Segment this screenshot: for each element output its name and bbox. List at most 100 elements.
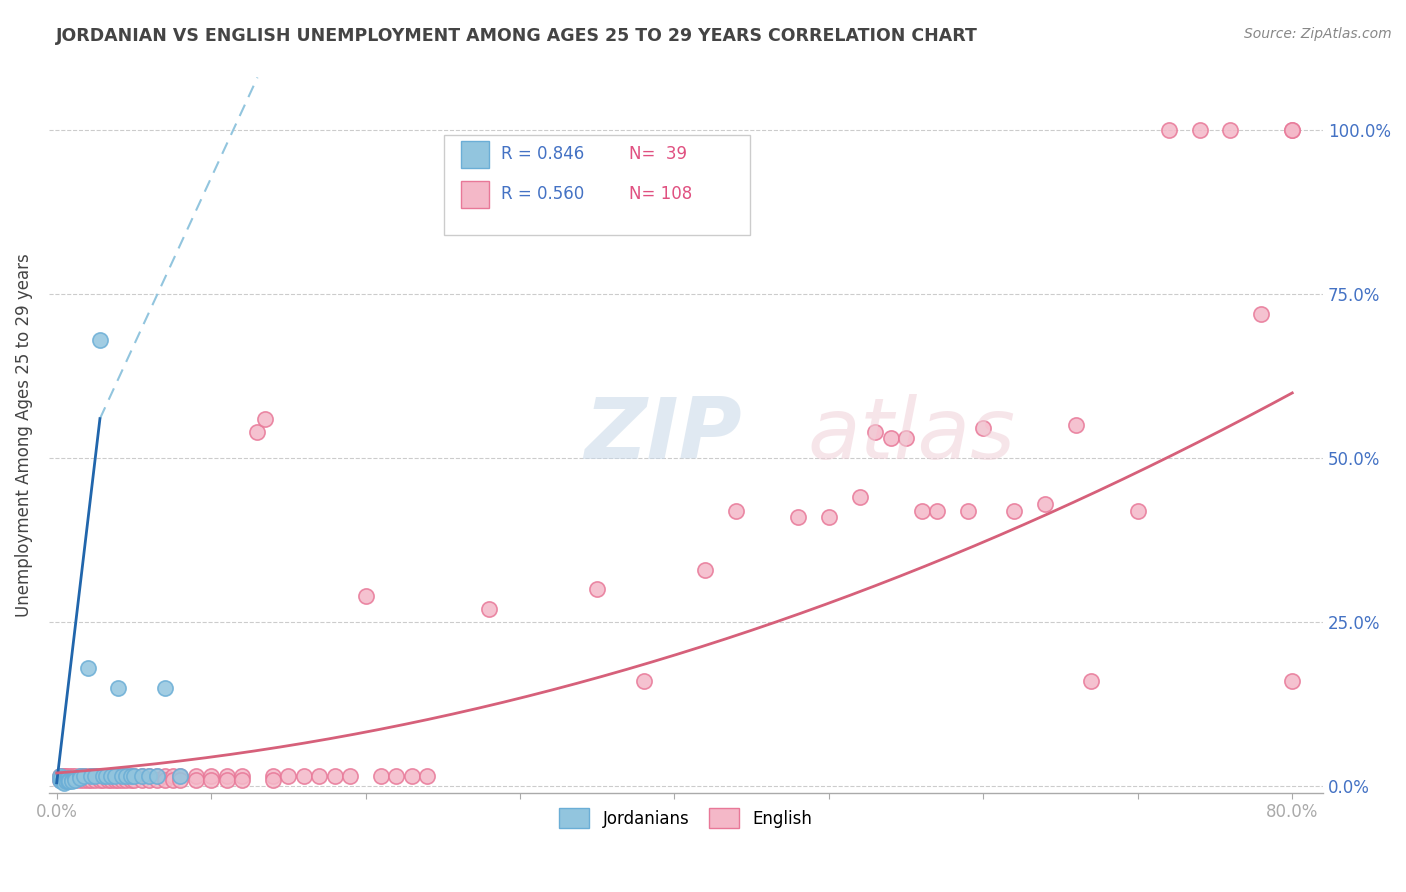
- Point: [586, 582, 609, 597]
- Point: [215, 772, 238, 787]
- Point: [1002, 503, 1025, 517]
- Point: [246, 425, 269, 439]
- Point: [879, 431, 901, 445]
- Point: [120, 772, 142, 787]
- Point: [100, 769, 122, 783]
- Point: [65, 772, 87, 787]
- Point: [52, 769, 75, 783]
- Point: [79, 772, 101, 787]
- Point: [478, 602, 501, 616]
- Point: [354, 589, 377, 603]
- Point: [146, 769, 169, 783]
- Point: [184, 769, 207, 783]
- Point: [97, 769, 120, 783]
- Point: [1281, 674, 1303, 689]
- Point: [1188, 123, 1211, 137]
- Point: [65, 769, 87, 783]
- Point: [89, 333, 111, 347]
- Point: [56, 771, 79, 785]
- Point: [100, 769, 122, 783]
- Point: [52, 772, 75, 787]
- Point: [231, 772, 253, 787]
- Point: [115, 772, 138, 787]
- Point: [849, 491, 872, 505]
- Point: [79, 769, 101, 783]
- Point: [55, 772, 77, 787]
- Text: ZIP: ZIP: [583, 393, 742, 476]
- Point: [1126, 503, 1149, 517]
- Point: [120, 769, 142, 783]
- Point: [339, 769, 361, 783]
- Point: [138, 772, 160, 787]
- Point: [84, 772, 107, 787]
- Point: [94, 769, 117, 783]
- Point: [115, 769, 138, 783]
- Point: [69, 772, 91, 787]
- Point: [104, 772, 127, 787]
- Point: [308, 769, 330, 783]
- Point: [1219, 123, 1241, 137]
- Point: [972, 421, 994, 435]
- Point: [69, 769, 91, 783]
- Point: [110, 772, 132, 787]
- Point: [79, 769, 101, 783]
- Point: [262, 772, 284, 787]
- Point: [162, 769, 184, 783]
- Point: [56, 773, 79, 788]
- Y-axis label: Unemployment Among Ages 25 to 29 years: Unemployment Among Ages 25 to 29 years: [15, 253, 32, 617]
- Point: [1157, 123, 1180, 137]
- Point: [169, 769, 191, 783]
- Point: [73, 769, 96, 783]
- Point: [69, 769, 91, 783]
- FancyBboxPatch shape: [444, 135, 749, 235]
- Point: [52, 772, 75, 787]
- Point: [925, 503, 948, 517]
- Point: [55, 769, 77, 783]
- Point: [58, 772, 80, 787]
- Text: JORDANIAN VS ENGLISH UNEMPLOYMENT AMONG AGES 25 TO 29 YEARS CORRELATION CHART: JORDANIAN VS ENGLISH UNEMPLOYMENT AMONG …: [56, 27, 979, 45]
- Point: [416, 769, 439, 783]
- Point: [122, 772, 145, 787]
- Point: [49, 772, 72, 787]
- Point: [73, 772, 96, 787]
- Legend: Jordanians, English: Jordanians, English: [553, 802, 820, 834]
- Point: [84, 769, 107, 783]
- Point: [84, 769, 107, 783]
- Point: [122, 769, 145, 783]
- Point: [49, 772, 72, 787]
- Point: [65, 772, 87, 787]
- Point: [73, 769, 96, 783]
- Point: [58, 772, 80, 787]
- Point: [58, 773, 80, 788]
- Point: [104, 769, 127, 783]
- Point: [153, 681, 176, 695]
- Point: [865, 425, 887, 439]
- Point: [138, 769, 160, 783]
- Point: [91, 769, 114, 783]
- Point: [1250, 307, 1272, 321]
- Point: [110, 769, 132, 783]
- Point: [215, 769, 238, 783]
- Point: [1080, 674, 1102, 689]
- Point: [65, 771, 87, 785]
- Text: R = 0.846: R = 0.846: [502, 145, 585, 163]
- Point: [53, 772, 76, 787]
- Point: [254, 411, 277, 425]
- Point: [277, 769, 299, 783]
- Point: [146, 769, 169, 783]
- Point: [115, 769, 138, 783]
- Point: [200, 772, 222, 787]
- Point: [107, 769, 129, 783]
- Point: [323, 769, 346, 783]
- Point: [1281, 123, 1303, 137]
- Point: [292, 769, 315, 783]
- Point: [55, 772, 77, 787]
- Point: [162, 772, 184, 787]
- Point: [91, 772, 114, 787]
- Point: [107, 772, 129, 787]
- Point: [138, 769, 160, 783]
- FancyBboxPatch shape: [461, 141, 488, 169]
- Point: [1033, 497, 1056, 511]
- Point: [49, 769, 72, 783]
- Point: [370, 769, 392, 783]
